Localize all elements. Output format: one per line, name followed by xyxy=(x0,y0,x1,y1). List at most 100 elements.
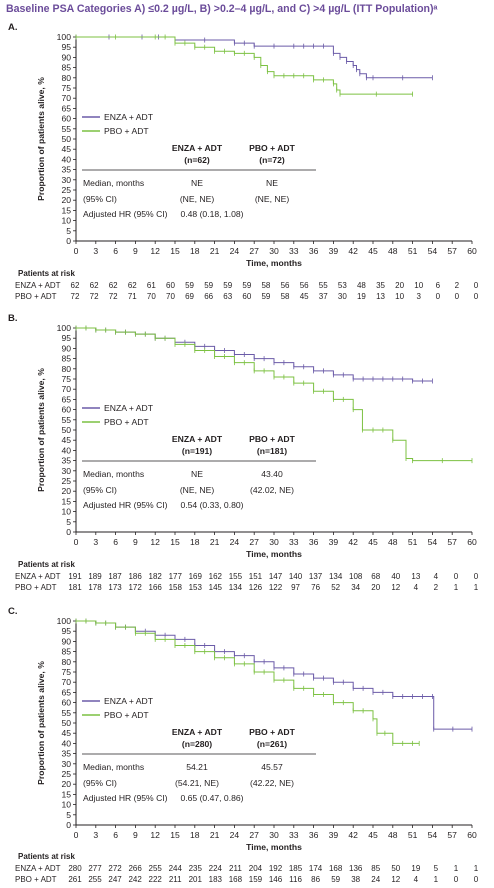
at-risk-value: 19 xyxy=(357,292,366,301)
y-tick-label: 100 xyxy=(57,616,72,626)
x-tick-label: 60 xyxy=(467,537,477,547)
x-tick-label: 18 xyxy=(190,246,200,256)
at-risk-value: 48 xyxy=(357,281,366,290)
y-tick-label: 25 xyxy=(61,476,71,486)
y-tick-label: 45 xyxy=(61,435,71,445)
x-tick-label: 18 xyxy=(190,537,200,547)
y-tick-label: 20 xyxy=(61,486,71,496)
at-risk-value: 34 xyxy=(351,583,360,592)
y-tick-label: 35 xyxy=(61,456,71,466)
at-risk-value: 1 xyxy=(474,583,479,592)
at-risk-value: 12 xyxy=(391,583,400,592)
at-risk-value: 211 xyxy=(169,875,182,884)
x-tick-label: 9 xyxy=(133,246,138,256)
at-risk-value: 59 xyxy=(185,281,194,290)
table-header-enza-n: (n=62) xyxy=(184,155,210,165)
at-risk-value: 59 xyxy=(223,281,232,290)
y-tick-label: 35 xyxy=(61,165,71,175)
x-tick-label: 9 xyxy=(133,830,138,840)
at-risk-value: 71 xyxy=(128,292,137,301)
x-tick-label: 60 xyxy=(467,246,477,256)
y-tick-label: 10 xyxy=(61,800,71,810)
y-tick-label: 0 xyxy=(66,527,71,537)
at-risk-value: 266 xyxy=(128,864,142,873)
at-risk-value: 2 xyxy=(434,583,439,592)
median-pbo: 43.40 xyxy=(261,469,283,479)
y-tick-label: 50 xyxy=(61,134,71,144)
table-header-enza: ENZA + ADT xyxy=(172,434,223,444)
at-risk-value: 59 xyxy=(261,292,270,301)
median-enza: NE xyxy=(191,178,203,188)
y-tick-label: 30 xyxy=(61,759,71,769)
x-tick-label: 12 xyxy=(150,246,160,256)
at-risk-label: PBO + ADT xyxy=(15,875,57,884)
y-tick-label: 30 xyxy=(61,466,71,476)
x-tick-label: 54 xyxy=(428,537,438,547)
at-risk-value: 4 xyxy=(434,572,439,581)
x-tick-label: 15 xyxy=(170,537,180,547)
at-risk-label: ENZA + ADT xyxy=(15,572,61,581)
panel-label: B. xyxy=(8,313,18,324)
y-tick-label: 25 xyxy=(61,769,71,779)
x-tick-label: 45 xyxy=(368,537,378,547)
at-risk-value: 181 xyxy=(68,583,82,592)
at-risk-value: 173 xyxy=(108,583,122,592)
x-tick-label: 57 xyxy=(447,537,457,547)
x-tick-label: 30 xyxy=(269,830,279,840)
y-tick-label: 20 xyxy=(61,779,71,789)
at-risk-value: 0 xyxy=(474,292,479,301)
legend: ENZA + ADT PBO + ADT xyxy=(82,696,154,720)
at-risk-value: 60 xyxy=(166,281,175,290)
x-tick-label: 21 xyxy=(210,246,220,256)
x-tick-label: 42 xyxy=(348,537,358,547)
x-tick-label: 36 xyxy=(309,246,319,256)
at-risk-value: 63 xyxy=(223,292,232,301)
at-risk-value: 242 xyxy=(128,875,142,884)
y-tick-label: 90 xyxy=(61,52,71,62)
at-risk-value: 59 xyxy=(242,281,251,290)
at-risk-value: 60 xyxy=(242,292,251,301)
x-tick-label: 30 xyxy=(269,537,279,547)
at-risk-value: 59 xyxy=(204,281,213,290)
x-axis-title: Time, months xyxy=(246,842,302,852)
table-row-label: Median, months xyxy=(83,178,144,188)
at-risk-value: 97 xyxy=(291,583,300,592)
at-risk-value: 56 xyxy=(300,281,309,290)
y-tick-label: 45 xyxy=(61,728,71,738)
x-tick-label: 42 xyxy=(348,830,358,840)
y-tick-label: 40 xyxy=(61,445,71,455)
x-axis-title: Time, months xyxy=(246,258,302,268)
x-tick-label: 33 xyxy=(289,246,299,256)
at-risk-value: 153 xyxy=(189,583,203,592)
y-tick-label: 0 xyxy=(66,236,71,246)
median-pbo: NE xyxy=(266,178,278,188)
table-header-enza-n: (n=191) xyxy=(182,446,212,456)
x-tick-label: 36 xyxy=(309,537,319,547)
at-risk-value: 20 xyxy=(371,583,380,592)
y-tick-label: 100 xyxy=(57,323,72,333)
series-pbo xyxy=(75,618,420,746)
at-risk-value: 122 xyxy=(269,583,283,592)
x-tick-label: 45 xyxy=(368,830,378,840)
x-tick-label: 45 xyxy=(368,246,378,256)
y-tick-label: 95 xyxy=(61,42,71,52)
y-tick-label: 65 xyxy=(61,394,71,404)
at-risk-value: 70 xyxy=(166,292,175,301)
x-tick-label: 24 xyxy=(230,830,240,840)
table-row-label: (95% CI) xyxy=(83,485,117,495)
series-pbo xyxy=(75,34,414,97)
y-axis-title: Proportion of patients alive, % xyxy=(36,77,46,201)
table-header-pbo-n: (n=72) xyxy=(259,155,285,165)
at-risk-value: 247 xyxy=(108,875,122,884)
legend-label-enza: ENZA + ADT xyxy=(104,403,154,413)
y-tick-label: 65 xyxy=(61,103,71,113)
y-tick-label: 90 xyxy=(61,343,71,353)
at-risk-value: 68 xyxy=(371,572,380,581)
x-tick-label: 3 xyxy=(93,537,98,547)
at-risk-value: 255 xyxy=(88,875,102,884)
x-tick-label: 12 xyxy=(150,537,160,547)
x-tick-label: 3 xyxy=(93,246,98,256)
y-tick-label: 75 xyxy=(61,374,71,384)
series-pbo xyxy=(75,325,473,464)
figure-title: Baseline PSA Categories A) ≤0.2 µg/L, B)… xyxy=(6,3,438,15)
